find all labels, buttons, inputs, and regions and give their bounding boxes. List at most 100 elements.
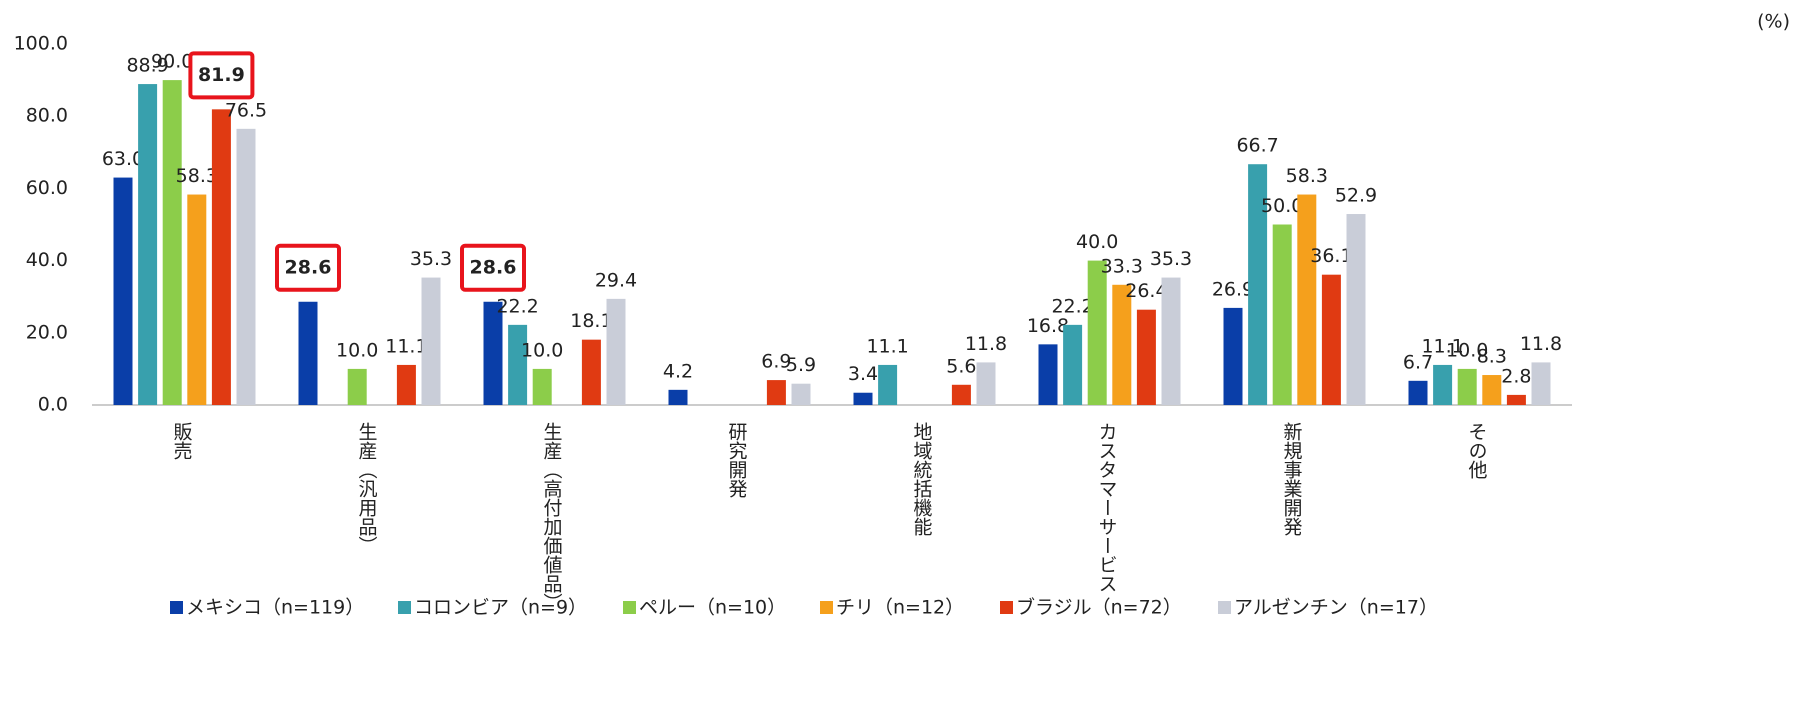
legend-swatch <box>170 601 183 614</box>
bar <box>878 364 898 405</box>
x-tick-label: その他 <box>1466 422 1488 479</box>
bar <box>1136 309 1156 405</box>
bar <box>1531 362 1551 405</box>
data-label: 63.0 <box>102 148 144 170</box>
bar <box>187 194 207 405</box>
bar <box>138 84 158 406</box>
x-tick-label: 販売 <box>171 422 193 460</box>
y-tick-label: 60.0 <box>26 177 68 199</box>
data-label: 81.9 <box>198 64 245 86</box>
bar <box>668 389 688 405</box>
bar <box>162 80 182 405</box>
x-tick-label: 生産（汎用品） <box>356 422 378 555</box>
bar <box>532 368 552 405</box>
data-label: 6.7 <box>1403 351 1433 373</box>
bar <box>581 339 601 405</box>
data-label: 35.3 <box>1150 248 1192 270</box>
data-label: 90.0 <box>151 51 193 73</box>
data-label: 26.4 <box>1125 280 1167 302</box>
bar <box>1482 375 1502 405</box>
bar <box>791 383 811 405</box>
data-label: 11.1 <box>1421 335 1463 357</box>
bar <box>1457 368 1477 405</box>
bar <box>113 177 133 405</box>
bar <box>396 364 416 405</box>
data-label: 35.3 <box>410 248 452 270</box>
legend-swatch <box>1218 601 1231 614</box>
data-label: 3.4 <box>848 363 878 385</box>
data-label: 52.9 <box>1335 185 1377 207</box>
x-tick-label: 地域統括機能 <box>911 422 933 536</box>
data-label: 2.8 <box>1501 365 1531 387</box>
data-label: 58.3 <box>176 165 218 187</box>
unit-label: (%) <box>1757 11 1790 33</box>
data-label: 58.3 <box>1286 165 1328 187</box>
data-label: 16.8 <box>1027 315 1069 337</box>
x-tick-label: 研究開発 <box>726 422 748 498</box>
bar <box>1087 260 1107 405</box>
legend-label: コロンビア（n=9） <box>414 597 587 619</box>
legend-label: ブラジル（n=72） <box>1016 596 1182 619</box>
legend-swatch <box>398 601 411 614</box>
legend-label: アルゼンチン（n=17） <box>1234 597 1438 619</box>
y-tick-label: 0.0 <box>38 394 68 416</box>
legend-swatch <box>820 601 833 614</box>
bar <box>1272 224 1292 405</box>
highlight-box <box>275 243 341 292</box>
highlight-box <box>188 51 255 100</box>
legend-label: ペルー（n=10） <box>639 597 786 619</box>
data-label: 22.2 <box>1051 295 1093 317</box>
data-label: 26.9 <box>1212 278 1254 300</box>
data-label: 28.6 <box>285 256 332 278</box>
bar <box>421 277 441 405</box>
data-label: 29.4 <box>595 269 637 291</box>
data-label: 22.2 <box>496 295 538 317</box>
bar <box>1223 307 1243 405</box>
data-label: 40.0 <box>1076 231 1118 253</box>
bar <box>508 324 528 405</box>
bar <box>1248 164 1268 405</box>
data-label: 6.9 <box>761 351 791 373</box>
bar <box>976 362 996 405</box>
x-tick-label: 生産（高付加価値品） <box>541 422 563 612</box>
bar <box>298 301 318 405</box>
legend-swatch <box>1000 601 1013 614</box>
y-tick-label: 20.0 <box>26 321 68 343</box>
bar <box>211 109 231 405</box>
data-label: 5.9 <box>786 354 816 376</box>
bar <box>766 380 786 405</box>
x-tick-label: カスタマーサービス <box>1096 422 1118 593</box>
bar <box>1161 277 1181 405</box>
bar <box>1112 284 1132 405</box>
y-tick-label: 100.0 <box>14 33 68 55</box>
bar <box>1506 394 1526 405</box>
y-tick-label: 40.0 <box>26 249 68 271</box>
bar <box>236 128 256 405</box>
y-tick-label: 80.0 <box>26 105 68 127</box>
data-label: 4.2 <box>663 360 693 382</box>
legend-swatch <box>623 601 636 614</box>
bar <box>951 384 971 405</box>
legend-label: メキシコ（n=119） <box>186 597 364 619</box>
data-label: 28.6 <box>470 256 517 278</box>
legend-label: チリ（n=12） <box>836 597 964 619</box>
bar <box>1433 364 1453 405</box>
highlight-box <box>460 243 526 292</box>
data-label: 66.7 <box>1236 135 1278 157</box>
bar <box>853 392 873 405</box>
bar <box>1408 380 1428 405</box>
bar <box>606 298 626 405</box>
data-label: 10.0 <box>336 339 378 361</box>
data-label: 11.8 <box>965 333 1007 355</box>
data-label: 5.6 <box>946 355 976 377</box>
bar <box>1346 214 1366 405</box>
data-label: 11.1 <box>385 335 427 357</box>
data-label: 36.1 <box>1310 245 1352 267</box>
data-label: 8.3 <box>1477 346 1507 368</box>
x-tick-label: 新規事業開発 <box>1281 422 1303 536</box>
bar <box>1038 344 1058 405</box>
bar <box>483 301 503 405</box>
data-label: 10.0 <box>1446 339 1488 361</box>
data-label: 10.0 <box>521 339 563 361</box>
